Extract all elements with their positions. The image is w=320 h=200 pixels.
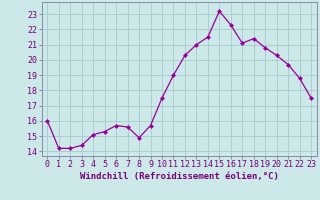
X-axis label: Windchill (Refroidissement éolien,°C): Windchill (Refroidissement éolien,°C) <box>80 172 279 181</box>
